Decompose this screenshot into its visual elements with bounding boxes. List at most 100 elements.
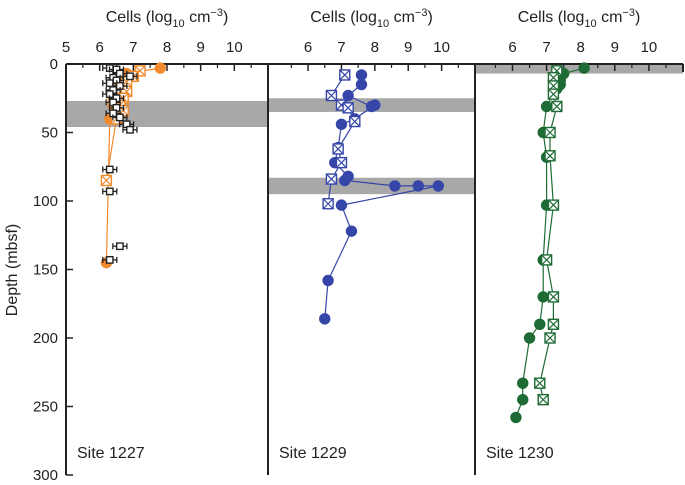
marker-cross <box>342 102 354 114</box>
depth-tick-label: 0 <box>50 56 58 73</box>
marker-cross <box>551 101 563 112</box>
data-point-crossed-square <box>339 69 351 81</box>
marker-cross <box>548 88 559 100</box>
data-point-crossed-square <box>547 318 560 330</box>
data-point-open-square <box>112 242 128 251</box>
x-tick-label: 5 <box>62 39 70 56</box>
x-axis-title-mid: cm <box>389 9 415 26</box>
data-point-crossed-square <box>534 377 546 389</box>
x-axis-title: Cells (log10 cm−3) <box>106 7 229 30</box>
x-tick-label: 8 <box>163 39 171 56</box>
data-point-crossed-square <box>540 254 553 266</box>
x-axis-title-sub: 10 <box>377 18 389 30</box>
marker-cross <box>548 199 559 211</box>
depth-tick-label: 250 <box>33 399 58 416</box>
series-2 <box>534 65 563 406</box>
x-axis-title-suffix: ) <box>635 9 640 26</box>
depth-axis-label: Depth (mbsf) <box>4 224 21 316</box>
marker-square <box>105 165 114 174</box>
data-point-filled-circle <box>389 180 401 192</box>
x-tick-label: 8 <box>577 39 585 56</box>
marker-cross <box>336 99 347 111</box>
data-point-open-square <box>108 65 125 74</box>
x-axis-title-sub: 10 <box>172 18 184 30</box>
series-line <box>539 70 558 400</box>
marker-square <box>126 125 134 134</box>
data-point-filled-circle <box>578 62 590 74</box>
data-point-filled-circle <box>335 118 348 130</box>
data-point-filled-circle <box>369 99 381 111</box>
x-tick-label: 8 <box>371 39 379 56</box>
marker-square <box>115 242 124 251</box>
data-point-filled-circle <box>335 199 348 211</box>
data-point-filled-circle <box>322 274 334 287</box>
x-tick-label: 6 <box>304 39 312 56</box>
marker-cross <box>100 175 112 186</box>
depth-tick-label: 300 <box>33 467 58 484</box>
data-point-crossed-square <box>332 143 344 155</box>
series-2 <box>322 69 361 210</box>
marker-square <box>105 79 114 88</box>
data-point-crossed-square <box>547 291 560 303</box>
series-1 <box>510 62 590 424</box>
marker-square <box>126 72 134 81</box>
x-axis-title-mid: cm <box>597 9 623 26</box>
x-axis-title-sup: −3 <box>415 7 428 19</box>
data-point-filled-circle <box>534 318 546 330</box>
data-point-open-square <box>112 82 128 90</box>
data-point-open-square <box>122 125 138 134</box>
data-point-crossed-square <box>325 89 338 102</box>
data-point-crossed-square <box>100 174 113 187</box>
depth-axis: Depth (mbsf) 0 50 100 150 200 250 300 <box>4 56 73 484</box>
x-axis-title: Cells (log10 cm−3) <box>310 7 433 30</box>
data-point-crossed-square <box>322 198 334 210</box>
marker-cross <box>548 291 559 303</box>
x-axis-title-sup: −3 <box>210 7 223 19</box>
data-point-crossed-square <box>551 100 563 113</box>
x-tick-label: 10 <box>226 39 243 56</box>
data-point-filled-circle <box>412 180 424 192</box>
marker-cross <box>332 143 344 155</box>
site-label: Site 1227 <box>77 445 145 462</box>
x-tick-label: 7 <box>337 39 345 56</box>
data-point-filled-circle <box>345 225 358 237</box>
x-tick-label: 6 <box>508 39 516 56</box>
data-point-filled-circle <box>342 89 354 102</box>
x-tick-label: 10 <box>641 39 658 56</box>
marker-cross <box>336 157 347 169</box>
data-point-open-square <box>102 256 118 264</box>
marker-cross <box>544 332 556 344</box>
shaded-depth-band <box>268 177 475 195</box>
x-tick-label: 7 <box>129 39 137 56</box>
data-point-filled-circle <box>517 377 529 389</box>
x-axis-title-sup: −3 <box>622 7 635 19</box>
x-tick-label: 6 <box>95 39 103 56</box>
x-axis-title-prefix: Cells (log <box>106 9 173 26</box>
marker-cross <box>544 150 556 162</box>
marker-cross <box>326 173 337 185</box>
data-point-crossed-square <box>547 88 560 100</box>
series-3 <box>102 64 138 264</box>
x-axis-title: Cells (log10 cm−3) <box>518 7 641 30</box>
site-label: Site 1229 <box>279 445 347 462</box>
x-axis-title-prefix: Cells (log <box>518 9 585 26</box>
data-point-filled-circle <box>540 100 553 113</box>
data-point-crossed-square <box>335 156 348 169</box>
marker-cross <box>544 127 556 138</box>
data-point-crossed-square <box>544 150 556 162</box>
data-point-filled-circle <box>154 62 166 74</box>
marker-cross <box>349 116 361 127</box>
data-point-filled-circle <box>319 313 331 325</box>
data-point-crossed-square <box>544 332 556 344</box>
data-point-crossed-square <box>342 102 354 114</box>
marker-cross <box>326 90 337 101</box>
data-point-open-square <box>102 165 118 174</box>
data-point-crossed-square <box>544 126 556 139</box>
shaded-depth-band <box>66 100 268 128</box>
data-point-crossed-square <box>325 173 338 185</box>
x-axis-title-suffix: ) <box>427 9 432 26</box>
